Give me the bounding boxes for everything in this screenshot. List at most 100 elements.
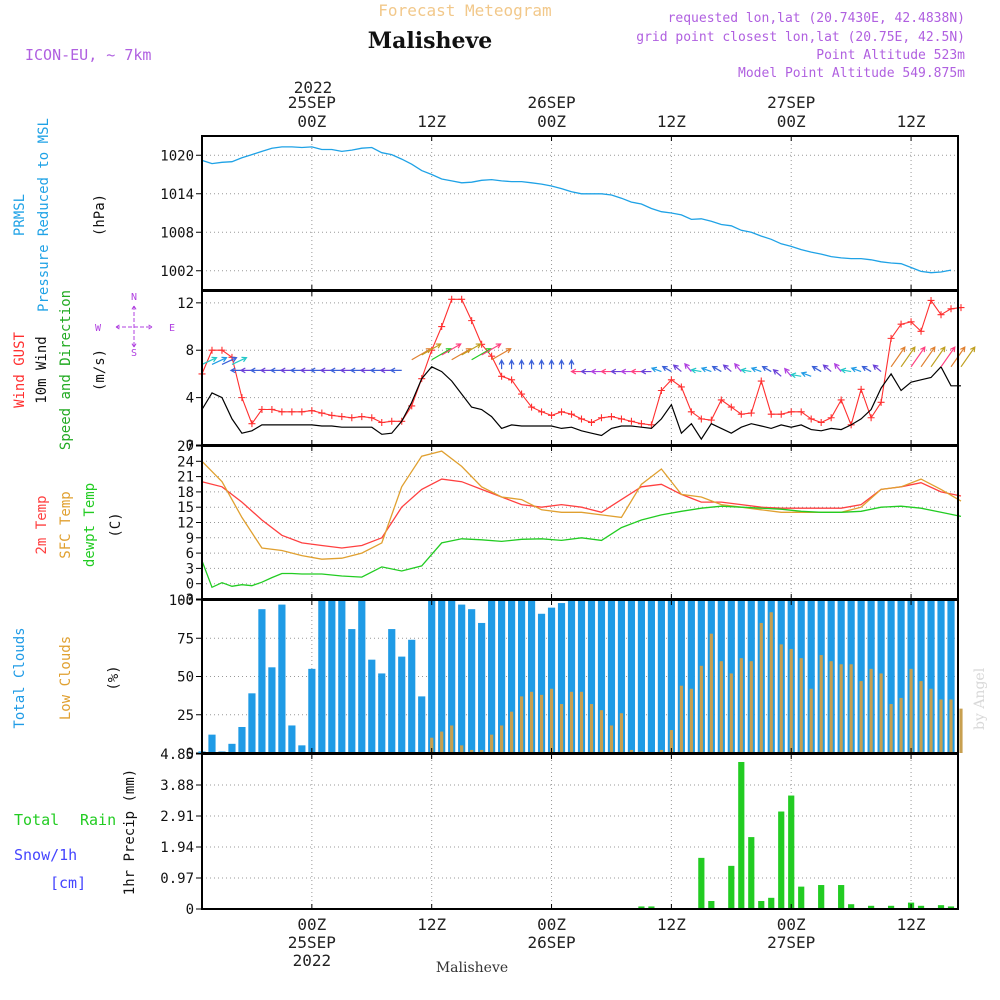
low-cloud-bar [899, 697, 903, 753]
wind-labels: Wind GUST 10m Wind Speed and Direction (… [12, 290, 175, 450]
snow-unit-label: [cm] [50, 874, 86, 892]
rain-bar [838, 885, 845, 909]
low-cloud-bar [949, 699, 953, 753]
total-cloud-bar [527, 600, 536, 753]
total-cloud-bar [298, 745, 306, 753]
total-cloud-bar [408, 639, 416, 753]
y-tick-label: 4 [186, 391, 194, 407]
gust-marker [667, 376, 675, 384]
gust-marker [518, 390, 526, 398]
low-cloud-bar [619, 713, 624, 753]
rain-bar [638, 906, 645, 909]
y-tick-label: 24 [177, 454, 194, 470]
low-cloud-bar [879, 673, 883, 753]
top-date-label: 25SEP [288, 93, 336, 112]
rain-bar [788, 795, 795, 909]
wind-direction-arrow-icon [590, 368, 602, 375]
low-cloud-bar [769, 612, 773, 753]
precip-panel: 0 0.97 1.94 2.91 3.88 4.85 [160, 747, 958, 918]
wind-direction-arrow-icon [221, 356, 238, 365]
total-cloud-bar [667, 600, 675, 753]
gust-marker [258, 405, 266, 413]
gust-marker [607, 413, 615, 421]
y-tick-label: 0 [186, 902, 194, 918]
wind-direction-arrow-icon [548, 358, 555, 370]
y-tick-label: 75 [177, 631, 194, 647]
wind-line [201, 365, 961, 441]
wind-direction-arrow-icon [890, 346, 906, 368]
bottom-hour-label: 00Z [297, 915, 326, 934]
total-cloud-bar [458, 604, 466, 753]
wind-direction-arrow-icon [761, 365, 772, 373]
total-cloud-bar [857, 600, 865, 753]
total-cloud-bar [887, 600, 895, 753]
sfc-temp-line [201, 450, 962, 560]
wind-direction-arrow-icon [431, 348, 452, 361]
y-tick-label: 12 [177, 516, 194, 532]
total-cloud-bar [577, 600, 586, 753]
wind-direction-arrow-icon [661, 365, 672, 373]
wind-direction-arrow-icon [872, 364, 882, 373]
total-cloud-bar [258, 609, 266, 753]
total-cloud-bar [498, 600, 506, 753]
total-cloud-bar [687, 600, 695, 753]
low-cloud-bar [609, 725, 614, 753]
rain-bar [887, 905, 895, 909]
wind-direction-arrow-icon [201, 356, 218, 365]
precip-labels: Total Rain Snow/1h [cm] 1hr Precip (mm) [14, 769, 138, 895]
total-cloud-bar [607, 600, 616, 753]
gust-marker [777, 410, 785, 418]
total-cloud-bar [947, 600, 955, 753]
grid-lines [311, 136, 912, 909]
rain-bar [947, 906, 955, 909]
low-cloud-bar [939, 699, 943, 753]
gust-marker [827, 414, 835, 422]
compass-rose: N S W E [95, 292, 175, 359]
sfc-temp-label: SFC Temp [58, 491, 74, 558]
gust-marker [288, 408, 296, 416]
total-cloud-bar [587, 600, 596, 753]
pressure-line [201, 146, 952, 274]
total-cloud-bar [617, 600, 626, 753]
wind-direction-arrow-icon [690, 367, 702, 374]
low-cloud-bar [679, 685, 683, 753]
low-cloud-bar [460, 745, 464, 753]
model-label: ICON-EU, ~ 7km [25, 46, 151, 64]
rain-bar [648, 906, 655, 909]
rain-bar [778, 811, 785, 909]
rain-bar [738, 761, 745, 909]
wind-direction-arrow-icon [811, 365, 822, 373]
top-date-label: 26SEP [527, 93, 575, 112]
wind-direction-arrow-icon [750, 366, 762, 373]
wind-direction-arrow-icon [640, 368, 652, 375]
wind-direction-arrow-icon [471, 348, 492, 361]
total-cloud-bar [647, 600, 656, 753]
gust-marker [508, 376, 516, 384]
bottom-date-label: 25SEP [288, 933, 336, 952]
compass-arrows-icon [115, 305, 153, 348]
wind-direction-arrow-icon [861, 365, 872, 373]
panel-frame [201, 445, 959, 600]
total-cloud-bar [338, 600, 346, 753]
low-cloud-bar [849, 664, 853, 753]
total-cloud-bar [438, 600, 446, 753]
y-tick-label: 21 [177, 470, 194, 486]
total-cloud-bar [318, 600, 326, 753]
total-cloud-bar [398, 656, 406, 753]
bottom-hour-label: 12Z [897, 915, 926, 934]
temp-unit: (C) [108, 512, 124, 537]
precip-unit: 1hr Precip (mm) [122, 769, 138, 895]
y-tick-label: 3 [186, 561, 194, 577]
gust-marker [787, 408, 795, 416]
low-cloud-bar [819, 655, 823, 753]
wind-direction-arrow-icon [783, 367, 792, 377]
bottom-year-label: 2022 [293, 951, 332, 970]
top-hour-label: 00Z [777, 112, 806, 131]
low-cloud-bar [959, 708, 963, 753]
prmsl-label: PRMSL [12, 194, 28, 236]
gust-marker [897, 320, 905, 328]
point-altitude: Point Altitude 523m [816, 48, 965, 63]
low-cloud-bar [470, 749, 474, 753]
wind-direction-arrow-icon [850, 366, 862, 373]
gust-marker [577, 415, 585, 423]
